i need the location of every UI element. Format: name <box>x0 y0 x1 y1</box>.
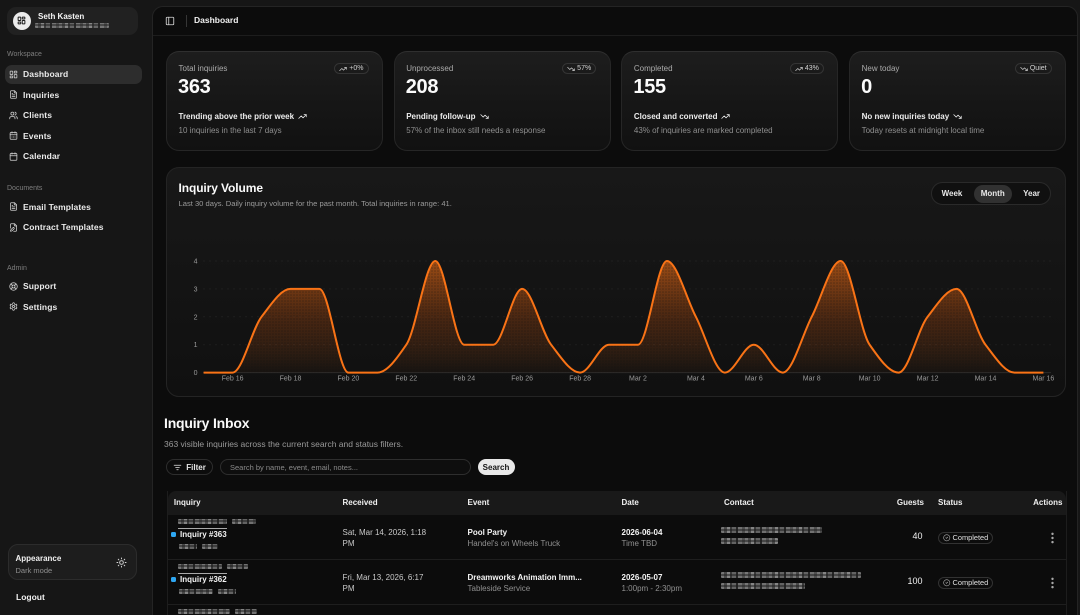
svg-text:Feb 24: Feb 24 <box>453 376 475 383</box>
svg-text:Mar 4: Mar 4 <box>687 376 705 383</box>
svg-text:2: 2 <box>194 314 198 321</box>
svg-text:Feb 20: Feb 20 <box>338 376 360 383</box>
svg-text:Feb 26: Feb 26 <box>511 376 533 383</box>
svg-text:4: 4 <box>194 259 198 266</box>
svg-text:Feb 22: Feb 22 <box>395 376 417 383</box>
svg-text:1: 1 <box>194 342 198 349</box>
svg-text:Feb 16: Feb 16 <box>222 376 244 383</box>
svg-text:Feb 28: Feb 28 <box>569 376 591 383</box>
svg-text:Mar 10: Mar 10 <box>859 376 881 383</box>
svg-text:Mar 14: Mar 14 <box>975 376 997 383</box>
svg-text:Mar 2: Mar 2 <box>629 376 647 383</box>
svg-text:Feb 18: Feb 18 <box>280 376 302 383</box>
svg-text:0: 0 <box>194 370 198 377</box>
svg-text:Mar 12: Mar 12 <box>917 376 939 383</box>
svg-text:Mar 8: Mar 8 <box>803 376 821 383</box>
svg-text:Mar 16: Mar 16 <box>1033 376 1055 383</box>
svg-text:Mar 6: Mar 6 <box>745 376 763 383</box>
svg-text:3: 3 <box>194 286 198 293</box>
